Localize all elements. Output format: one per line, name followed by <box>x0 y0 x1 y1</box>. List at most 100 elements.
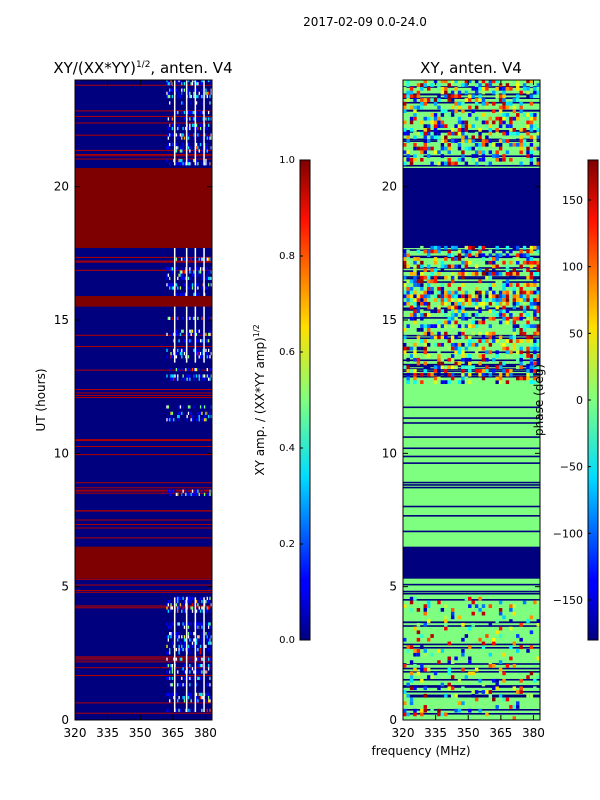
phase-flag-block <box>403 546 540 579</box>
phase-cell <box>498 279 503 284</box>
amplitude-panel-title: XY/(XX*YY)1/2, anten. V4 <box>53 59 232 77</box>
phase-cell <box>464 253 469 258</box>
phase-cell <box>505 313 510 317</box>
amplitude-cell <box>190 632 192 636</box>
phase-cell <box>433 354 438 358</box>
phase-cell <box>420 339 424 343</box>
amplitude-cell <box>169 664 171 668</box>
amplitude-red-line <box>75 396 212 398</box>
phase-cell <box>533 369 537 373</box>
phase-cell <box>409 678 414 683</box>
phase-cell <box>468 357 472 362</box>
phase-cell <box>471 622 475 627</box>
phase-cell <box>447 283 451 287</box>
phase-cell <box>444 626 448 631</box>
phase-cell <box>529 249 534 254</box>
amplitude-cell <box>193 80 195 83</box>
phase-cell <box>492 357 496 362</box>
amplitude-cell <box>201 352 203 356</box>
phase-cell <box>413 372 417 377</box>
phase-cell <box>440 142 445 147</box>
amplitude-cell <box>195 283 198 287</box>
amplitude-cell <box>170 355 172 359</box>
amplitude-cell <box>195 348 198 352</box>
phase-cell <box>492 154 496 158</box>
phase-cell <box>495 350 499 355</box>
phase-cell <box>492 268 496 272</box>
phase-cell <box>529 80 534 84</box>
phase-cell <box>440 120 445 125</box>
phase-cell <box>444 342 448 347</box>
phase-cell <box>444 622 448 627</box>
phase-cell <box>492 369 496 373</box>
amplitude-cell <box>190 622 192 626</box>
phase-cell <box>488 604 493 608</box>
amplitude-red-line <box>75 667 212 669</box>
phase-cell <box>406 154 410 158</box>
phase-cell <box>512 257 517 261</box>
amplitude-cell <box>189 94 191 99</box>
phase-cell <box>468 146 472 151</box>
amplitude-cell <box>183 625 186 629</box>
amplitude-cell <box>195 339 198 343</box>
amplitude-cell <box>175 292 178 296</box>
amplitude-cell <box>179 596 182 600</box>
amplitude-cell <box>210 88 212 92</box>
amplitude-cell <box>209 377 211 381</box>
amplitude-cell <box>206 146 208 150</box>
phase-cell <box>536 309 540 314</box>
phase-cell <box>420 645 424 650</box>
amplitude-cell <box>206 606 208 610</box>
phase-cell <box>512 275 517 280</box>
phase-cell <box>416 264 421 269</box>
phase-cell <box>481 257 486 261</box>
phase-cell <box>529 128 534 132</box>
phase-cell <box>485 365 489 370</box>
amplitude-cell <box>193 273 195 277</box>
phase-cell <box>413 316 417 321</box>
phase-cell <box>474 305 479 310</box>
amplitude-cell <box>191 603 194 607</box>
phase-cell <box>478 608 482 612</box>
phase-cell <box>420 131 424 136</box>
phase-cell <box>488 257 493 261</box>
phase-cell <box>416 328 421 332</box>
phase-cell <box>406 94 410 99</box>
phase-cell <box>457 116 462 121</box>
phase-cell <box>478 361 482 366</box>
phase-cell <box>457 249 462 254</box>
amplitude-cell <box>166 664 168 668</box>
amplitude-cell <box>195 126 198 131</box>
phase-cell <box>526 150 530 155</box>
amplitude-cell <box>185 283 187 287</box>
phase-cell <box>413 116 417 121</box>
phase-cell <box>471 600 475 605</box>
phase-cell <box>426 619 431 623</box>
phase-cell <box>447 316 451 321</box>
phase-cell <box>413 146 417 151</box>
amplitude-flag-block <box>75 168 212 248</box>
amplitude-cell <box>183 292 186 296</box>
phase-panel-title: XY, anten. V4 <box>420 59 522 77</box>
amplitude-cell <box>181 149 183 153</box>
phase-cell <box>426 98 431 102</box>
amplitude-cell <box>198 149 200 153</box>
amplitude-cell <box>166 283 168 287</box>
amplitude-cell <box>182 292 184 296</box>
amplitude-cell <box>209 641 211 645</box>
amplitude-red-line <box>75 395 212 397</box>
amplitude-cell <box>175 80 178 83</box>
phase-cell <box>444 124 448 128</box>
phase-cell <box>409 354 414 358</box>
phase-cell <box>433 131 438 136</box>
phase-cell <box>426 290 431 295</box>
phase-cell <box>516 142 520 147</box>
amplitude-cell <box>185 648 187 652</box>
amplitude-cell <box>206 596 208 600</box>
phase-cell <box>447 146 451 151</box>
phase-cell <box>461 331 465 336</box>
amplitude-cell <box>169 670 171 674</box>
amplitude-cell <box>195 142 198 147</box>
phase-cell <box>464 313 469 317</box>
phase-cell <box>512 272 517 276</box>
